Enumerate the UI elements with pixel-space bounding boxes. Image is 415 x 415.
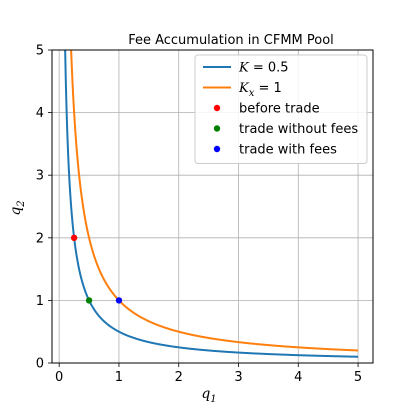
legend-label: trade with fees bbox=[239, 143, 337, 158]
x-tick-label: 1 bbox=[115, 370, 123, 385]
data-point bbox=[115, 297, 123, 304]
y-tick-label: 4 bbox=[36, 106, 44, 121]
chart-title: Fee Accumulation in CFMM Pool bbox=[128, 33, 334, 48]
y-tick-label: 2 bbox=[36, 231, 44, 246]
plot-frame bbox=[51, 49, 374, 364]
legend: K = 0.5 Kx = 1 before trade trade without f… bbox=[194, 54, 368, 164]
y-axis-label: q2 bbox=[8, 200, 27, 215]
x-tick-label: 0 bbox=[55, 370, 63, 385]
data-point bbox=[70, 234, 78, 241]
y-tick-label: 5 bbox=[36, 44, 44, 59]
legend-label: Kx = 1 bbox=[238, 81, 282, 99]
legend-label: K = 0.5 bbox=[238, 61, 289, 76]
data-point bbox=[85, 297, 93, 304]
series-line bbox=[64, 50, 359, 358]
legend-marker-swatch bbox=[213, 125, 221, 132]
y-tick-label: 1 bbox=[36, 294, 44, 309]
x-tick-label: 4 bbox=[294, 370, 302, 385]
legend-marker-swatch bbox=[213, 145, 221, 153]
legend-label: trade without fees bbox=[239, 122, 358, 137]
x-tick-label: 3 bbox=[234, 370, 242, 385]
legend-frame bbox=[194, 54, 368, 164]
x-axis-label: q1 bbox=[201, 386, 216, 405]
legend-label: before trade bbox=[239, 102, 320, 117]
axis-ticks: 0 1 2 3 4 5 0 1 2 3 4 5 bbox=[36, 44, 362, 386]
legend-marker-swatch bbox=[213, 104, 221, 112]
x-tick-label: 2 bbox=[175, 370, 183, 385]
y-tick-label: 3 bbox=[36, 169, 44, 184]
x-tick-label: 5 bbox=[354, 370, 362, 385]
plot-area bbox=[64, 50, 359, 358]
y-tick-label: 0 bbox=[36, 357, 44, 372]
